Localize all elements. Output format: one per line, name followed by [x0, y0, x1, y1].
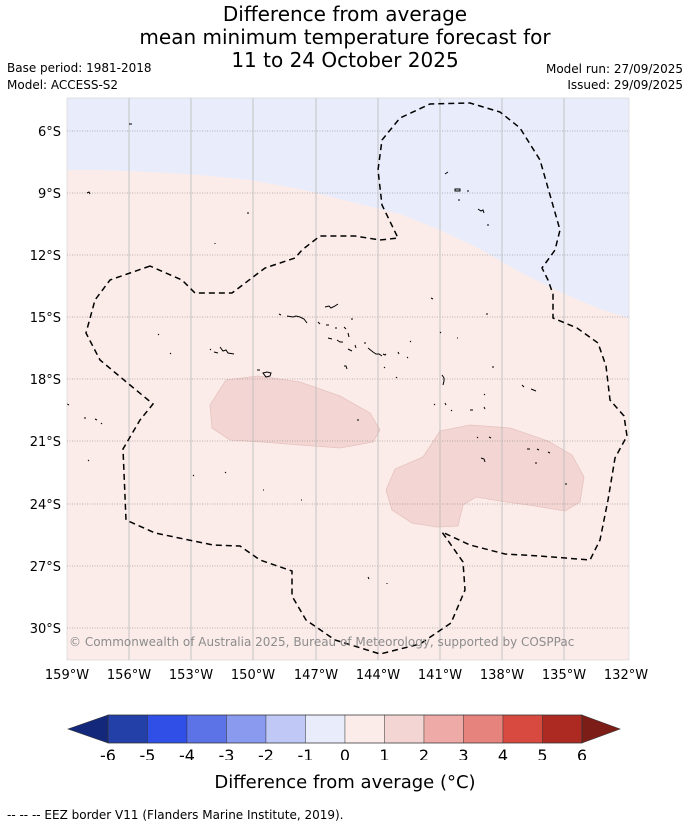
colorbar-title: Difference from average (°C): [214, 772, 476, 793]
map-title-line-1: Difference from average: [222, 2, 468, 26]
lon-tick-label: 135°W: [542, 668, 586, 683]
map-title-line-2: mean minimum temperature forecast for: [139, 25, 551, 49]
colorbar-tick-label: -6: [100, 746, 116, 760]
colorbar-cell: [305, 714, 346, 744]
lon-tick-label: 138°W: [480, 668, 524, 683]
copyright-notice: © Commonwealth of Australia 2025, Bureau…: [69, 635, 574, 649]
model-label: Model: ACCESS-S2: [7, 78, 119, 92]
colorbar-tick-label: 5: [537, 746, 547, 760]
colorbar-tick-label: 4: [498, 746, 508, 760]
colorbar-cell: [423, 714, 464, 744]
latitude-gridlines: [67, 130, 629, 629]
lat-tick-label: 27°S: [30, 560, 61, 575]
colorbar-tick-label: -1: [298, 746, 314, 760]
colorbar-over-arrow: [581, 714, 621, 744]
colorbar-cell: [344, 714, 385, 744]
colorbar-tick-label: -3: [219, 746, 235, 760]
lat-tick-label: 24°S: [30, 498, 61, 513]
lon-tick-label: 156°W: [107, 668, 151, 683]
lat-tick-label: 21°S: [30, 435, 61, 450]
colorbar-cell: [384, 714, 425, 744]
lat-tick-label: 30°S: [30, 622, 61, 637]
map-figure: © Commonwealth of Australia 2025, Bureau…: [30, 97, 648, 760]
colorbar-cell: [226, 714, 267, 744]
lat-tick-label: 6°S: [38, 125, 61, 140]
map-frame: [66, 97, 630, 661]
longitude-gridlines: [128, 98, 565, 660]
lat-tick-label: 12°S: [30, 249, 61, 264]
colorbar-cell: [463, 714, 504, 744]
lon-tick-label: 147°W: [294, 668, 338, 683]
lat-tick-label: 9°S: [38, 187, 61, 202]
colorbar-cell: [147, 714, 188, 744]
colorbar-tick-label: 6: [577, 746, 587, 760]
lon-tick-label: 144°W: [356, 668, 400, 683]
colorbar-tick-label: 0: [340, 746, 350, 760]
colorbar: -6 -5 -4 -3 -2 -1 0 1 2 3 4 5 6: [67, 714, 621, 760]
colorbar-tick-label: 1: [379, 746, 389, 760]
colorbar-tick-label: 3: [458, 746, 468, 760]
colorbar-cell: [186, 714, 227, 744]
colorbar-cell: [265, 714, 306, 744]
lon-tick-label: 150°W: [231, 668, 275, 683]
colorbar-under-arrow: [67, 714, 109, 744]
anomaly-minus1-to-0-region: [67, 98, 629, 318]
lat-tick-label: 15°S: [30, 311, 61, 326]
colorbar-tick-label: -4: [179, 746, 195, 760]
lat-tick-label: 18°S: [30, 373, 61, 388]
colorbar-cell: [502, 714, 543, 744]
lon-tick-label: 132°W: [604, 668, 648, 683]
lon-tick-label: 153°W: [169, 668, 213, 683]
colorbar-cell: [107, 714, 148, 744]
anomaly-1-to-2-patch-west: [209, 375, 381, 449]
eez-border-legend: -- -- -- EEZ border V11 (Flanders Marine…: [7, 808, 344, 822]
anomaly-1-to-2-patch-east: [385, 424, 585, 528]
base-period-label: Base period: 1981-2018: [7, 61, 152, 75]
colorbar-tick-label: -2: [258, 746, 274, 760]
colorbar-outline: [107, 714, 583, 744]
lon-tick-label: 159°W: [45, 668, 89, 683]
colorbar-tick-label: -5: [140, 746, 156, 760]
colorbar-cell: [542, 714, 583, 744]
islands: [67, 123, 567, 584]
lon-tick-label: 141°W: [418, 668, 462, 683]
map-title-line-3: 11 to 24 October 2025: [231, 48, 459, 72]
model-run-label: Model run: 27/09/2025: [545, 62, 683, 76]
colorbar-tick-label: 2: [419, 746, 429, 760]
issued-label: Issued: 29/09/2025: [567, 78, 683, 92]
